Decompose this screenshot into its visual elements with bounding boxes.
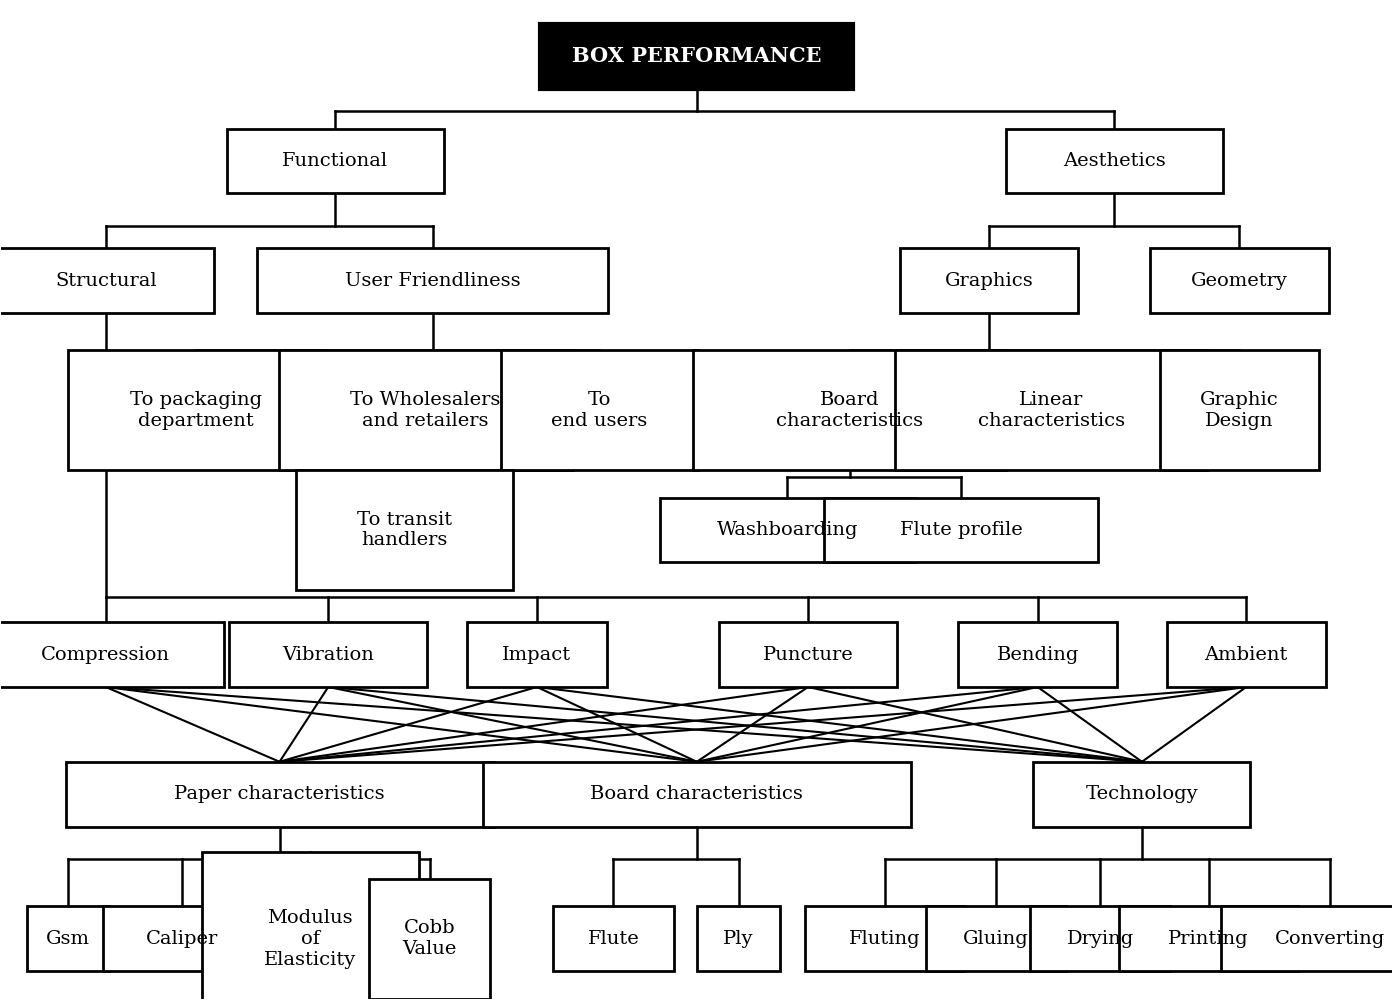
Bar — [1030, 906, 1170, 971]
Text: Compression: Compression — [41, 646, 171, 664]
Text: Board
characteristics: Board characteristics — [776, 391, 924, 430]
Text: Technology: Technology — [1085, 785, 1198, 803]
Bar — [553, 906, 673, 971]
Text: Geometry: Geometry — [1191, 272, 1288, 290]
Text: Flute profile: Flute profile — [900, 521, 1022, 539]
Text: Printing: Printing — [1169, 930, 1249, 948]
Text: BOX PERFORMANCE: BOX PERFORMANCE — [573, 46, 822, 66]
Bar — [1159, 350, 1319, 470]
Bar — [0, 622, 224, 687]
Text: Cobb
Value: Cobb Value — [403, 919, 456, 958]
Bar — [958, 622, 1117, 687]
Text: Vibration: Vibration — [283, 646, 374, 664]
Text: Caliper: Caliper — [146, 930, 218, 948]
Bar — [1149, 248, 1329, 313]
Text: Paper characteristics: Paper characteristics — [174, 785, 385, 803]
Text: Graphics: Graphics — [945, 272, 1033, 290]
Bar — [297, 470, 514, 590]
Text: Functional: Functional — [283, 152, 388, 170]
Text: Fluting: Fluting — [848, 930, 920, 948]
Bar — [227, 129, 444, 193]
Bar — [697, 906, 780, 971]
Bar — [925, 906, 1065, 971]
Bar — [230, 622, 427, 687]
Bar — [27, 906, 109, 971]
Text: Puncture: Puncture — [763, 646, 854, 664]
Text: Ambient: Ambient — [1204, 646, 1288, 664]
Bar — [900, 248, 1078, 313]
Text: To packaging
department: To packaging department — [130, 391, 262, 430]
Bar — [1166, 622, 1326, 687]
Bar — [895, 350, 1208, 470]
Text: Impact: Impact — [503, 646, 571, 664]
Bar — [718, 622, 897, 687]
Bar — [483, 762, 911, 827]
Text: Flute: Flute — [588, 930, 640, 948]
Text: Linear
characteristics: Linear characteristics — [979, 391, 1126, 430]
Bar — [202, 852, 419, 1000]
Bar — [279, 350, 573, 470]
Bar — [466, 622, 608, 687]
Text: Ply: Ply — [724, 930, 753, 948]
Text: To transit
handlers: To transit handlers — [357, 511, 452, 549]
Bar — [370, 879, 490, 999]
Bar — [659, 498, 916, 562]
Bar — [805, 906, 965, 971]
Text: Board characteristics: Board characteristics — [591, 785, 804, 803]
Bar — [258, 248, 608, 313]
Bar — [1221, 906, 1400, 971]
Bar — [1033, 762, 1250, 827]
Bar — [501, 350, 699, 470]
Bar — [0, 248, 214, 313]
Bar — [66, 762, 494, 827]
Bar — [540, 24, 854, 89]
Text: Gsm: Gsm — [46, 930, 90, 948]
Bar — [69, 350, 323, 470]
Text: Structural: Structural — [55, 272, 157, 290]
Text: Bending: Bending — [997, 646, 1079, 664]
Bar — [102, 906, 262, 971]
Text: Washboarding: Washboarding — [717, 521, 858, 539]
Text: Aesthetics: Aesthetics — [1063, 152, 1166, 170]
Text: Graphic
Design: Graphic Design — [1200, 391, 1278, 430]
Text: To
end users: To end users — [552, 391, 648, 430]
Bar — [1120, 906, 1298, 971]
Bar — [823, 498, 1099, 562]
Text: User Friendliness: User Friendliness — [344, 272, 521, 290]
Text: Converting: Converting — [1274, 930, 1385, 948]
Bar — [1005, 129, 1222, 193]
Text: Drying: Drying — [1067, 930, 1134, 948]
Text: Gluing: Gluing — [963, 930, 1029, 948]
Text: To Wholesalers
and retailers: To Wholesalers and retailers — [350, 391, 501, 430]
Bar — [693, 350, 1007, 470]
Text: Modulus
of
Elasticity: Modulus of Elasticity — [265, 909, 356, 969]
